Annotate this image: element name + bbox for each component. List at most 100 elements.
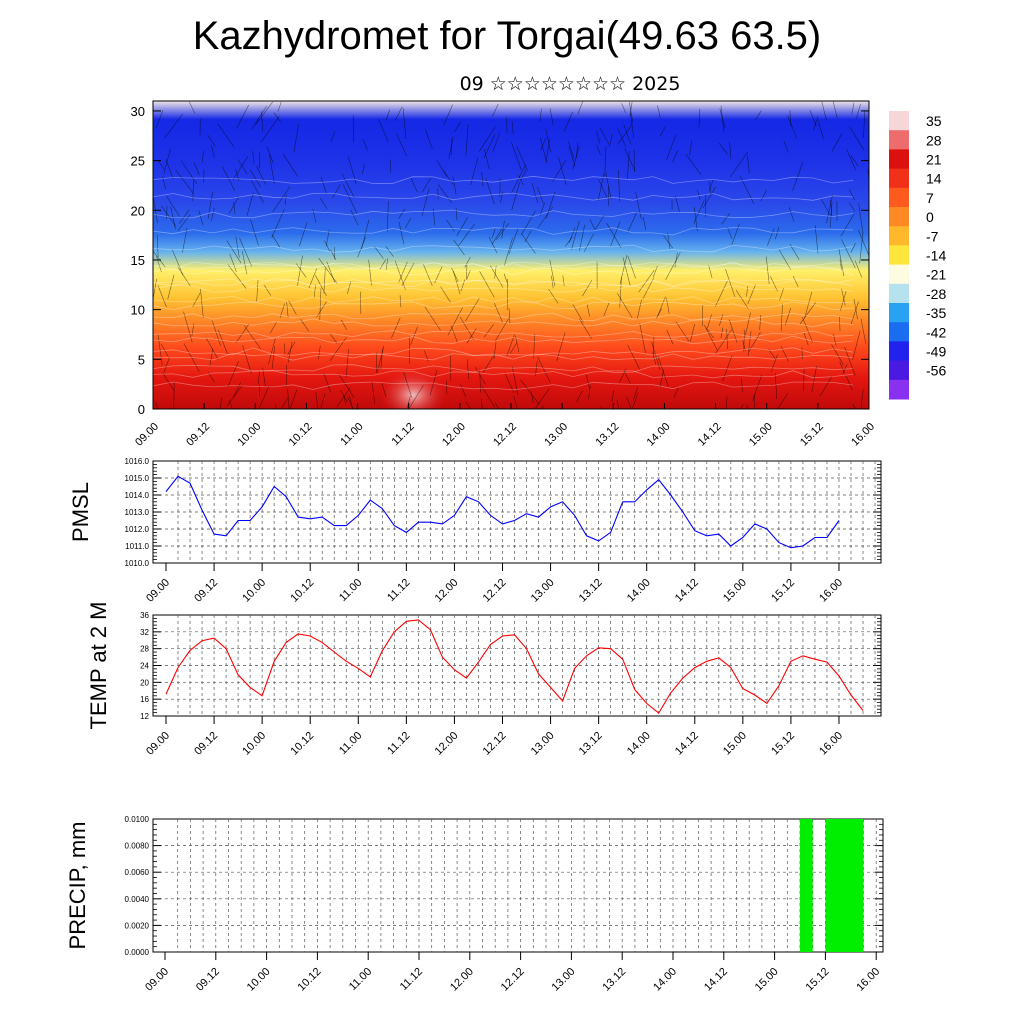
wind-barb — [423, 264, 433, 286]
wind-barb — [228, 196, 240, 214]
isotherm — [153, 381, 854, 391]
x-tick-label: 11.12 — [398, 966, 425, 993]
wind-barb — [511, 366, 519, 395]
wind-barb — [299, 222, 308, 247]
wind-barb — [839, 316, 841, 331]
wind-barb — [515, 335, 520, 353]
x-tick-label: 13.00 — [550, 966, 578, 994]
wind-barb — [188, 101, 196, 114]
wind-barb — [182, 227, 188, 253]
wind-barb — [236, 104, 250, 129]
wind-barbs — [153, 101, 869, 409]
colorbar-label: -42 — [926, 324, 946, 340]
y-tick-label: 1014.0 — [125, 491, 150, 500]
wind-barb — [707, 314, 712, 329]
wind-barb — [466, 359, 470, 380]
wind-barb — [153, 278, 157, 302]
x-tick-label: 10.00 — [235, 421, 263, 449]
wind-barb — [255, 101, 273, 125]
wind-barb — [233, 202, 236, 215]
colorbar-swatch — [889, 303, 909, 323]
wind-barb — [623, 370, 631, 384]
wind-barb — [708, 178, 714, 192]
wind-barb — [243, 325, 261, 350]
wind-barb — [726, 328, 729, 350]
wind-barb — [539, 137, 548, 163]
wind-barb — [735, 290, 749, 309]
wind-barb — [672, 150, 678, 163]
wind-barb — [483, 324, 494, 338]
wind-barb — [347, 156, 357, 185]
wind-barb — [235, 236, 240, 258]
x-tick-label: 09.12 — [184, 421, 212, 449]
x-tick-label: 11.00 — [338, 421, 365, 448]
wind-barb — [315, 275, 327, 296]
wind-barb — [401, 262, 415, 287]
colorbar-label: -49 — [926, 344, 946, 360]
wind-barb — [347, 281, 352, 294]
wind-barb — [429, 370, 438, 396]
x-tick-label: 14.00 — [625, 730, 653, 758]
wind-barb — [572, 304, 584, 323]
precip-bar — [825, 819, 864, 952]
x-tick-label: 12.12 — [481, 577, 509, 605]
wind-barb — [495, 317, 510, 342]
wind-barb — [545, 138, 550, 163]
wind-barb — [595, 214, 605, 230]
wind-barb — [274, 404, 277, 409]
wind-barb — [777, 392, 789, 409]
wind-barb — [177, 266, 191, 287]
wind-barb — [193, 162, 200, 176]
wind-barb — [162, 372, 175, 391]
colorbar-swatch — [889, 379, 909, 400]
wind-barb — [405, 217, 412, 229]
wind-barb — [332, 184, 341, 199]
wind-barb — [579, 224, 586, 251]
wind-barb — [153, 250, 166, 268]
wind-barb — [582, 280, 593, 297]
wind-barb — [284, 194, 287, 206]
colorbar-swatch — [889, 149, 909, 170]
wind-barb — [551, 275, 554, 289]
wind-barb — [229, 253, 237, 273]
wind-barb — [506, 334, 515, 357]
x-tick-label: 16.00 — [817, 730, 845, 758]
wind-barb — [177, 214, 191, 232]
wind-barb — [241, 250, 248, 275]
wind-barb — [267, 147, 274, 164]
wind-barb — [318, 257, 338, 284]
wind-barb — [854, 260, 863, 278]
x-tick-label: 16.00 — [854, 966, 882, 994]
x-tick-label: 13.00 — [542, 421, 570, 449]
wind-barb — [848, 188, 855, 201]
wind-barb — [831, 133, 843, 152]
wind-barb — [746, 285, 749, 297]
wind-barb — [421, 188, 430, 216]
wind-barb — [652, 266, 658, 278]
wind-barb — [324, 240, 330, 252]
x-tick-label: 13.00 — [529, 730, 557, 758]
wind-barb — [780, 304, 783, 332]
wind-barb — [638, 269, 655, 293]
x-tick-label: 09.12 — [192, 730, 220, 758]
wind-barb — [665, 252, 681, 280]
wind-barb — [261, 111, 264, 132]
wind-barb — [466, 270, 471, 281]
wind-barb — [534, 388, 550, 409]
y-tick-label: 1015.0 — [125, 474, 150, 483]
colorbar-swatch — [889, 283, 909, 304]
y-tick-label: 12 — [140, 712, 149, 721]
wind-barb — [378, 118, 389, 143]
y-tick-label: 0.0100 — [125, 815, 150, 824]
wind-barb — [485, 178, 495, 205]
wind-barb — [308, 268, 318, 289]
wind-barb — [320, 176, 327, 195]
y-tick-label: 16 — [140, 695, 149, 704]
wind-barb — [211, 207, 215, 221]
wind-barb — [233, 382, 241, 398]
y-tick-label: 25 — [131, 154, 145, 169]
isotherm — [153, 335, 854, 345]
wind-barb — [565, 236, 573, 247]
y-tick-label: 1016.0 — [125, 457, 150, 466]
x-tick-label: 15.12 — [769, 577, 797, 605]
